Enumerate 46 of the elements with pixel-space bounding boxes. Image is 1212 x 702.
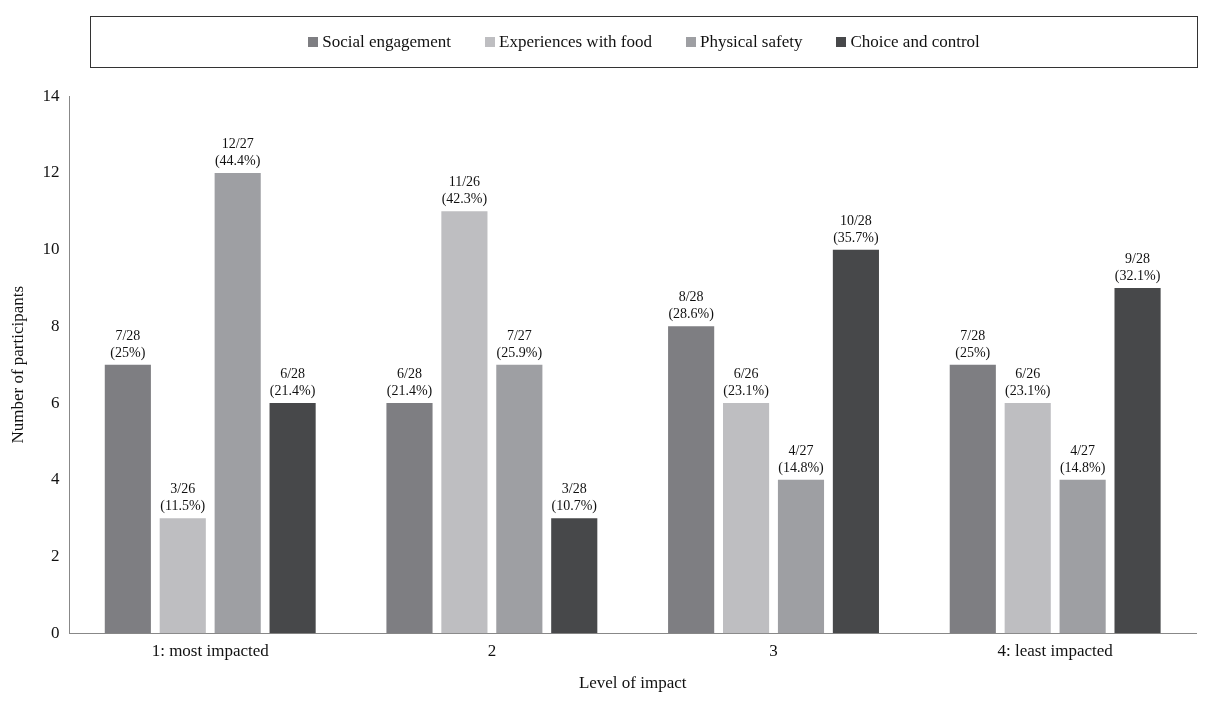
data-label: 4/27 (14.8%): [1059, 442, 1106, 476]
y-tick-label: 12: [42, 162, 60, 182]
data-label: 4/27 (14.8%): [778, 442, 825, 476]
data-label: 7/28 (25%): [110, 327, 146, 361]
x-tick-label: 1: most impacted: [151, 640, 270, 660]
data-label: 10/28 (35.7%): [833, 212, 879, 246]
y-axis-title: Number of participants: [7, 285, 27, 444]
data-label: 3/26 (11.5%): [160, 481, 206, 515]
y-tick-label: 10: [42, 239, 60, 259]
bar: [723, 403, 770, 634]
data-label: 6/26 (23.1%): [723, 366, 770, 400]
data-label: 3/28 (10.7%): [551, 481, 598, 515]
bar: [496, 364, 543, 634]
y-tick-label: 8: [50, 315, 60, 335]
data-label: 6/28 (21.4%): [386, 366, 433, 400]
x-tick-label: 2: [487, 640, 497, 660]
bar: [1004, 403, 1051, 634]
data-label: 12/27 (44.4%): [214, 135, 261, 169]
data-label: 11/26 (42.3%): [441, 174, 488, 208]
data-label: 6/26 (23.1%): [1004, 366, 1051, 400]
legend-label: Social engagement: [321, 32, 452, 52]
data-label: 8/28 (28.6%): [668, 289, 715, 323]
data-label: 6/28 (21.4%): [269, 366, 316, 400]
legend-label: Physical safety: [699, 32, 803, 52]
bar: [441, 211, 488, 634]
x-axis-title: Level of impact: [578, 673, 687, 693]
bar: [159, 518, 206, 634]
data-label: 9/28 (32.1%): [1114, 250, 1161, 284]
x-tick-label: 4: least impacted: [997, 640, 1114, 660]
y-tick-label: 6: [50, 392, 60, 412]
legend-label: Experiences with food: [498, 32, 652, 52]
y-tick-label: 14: [42, 85, 60, 105]
data-label: 7/27 (25.9%): [496, 327, 543, 361]
bar: [269, 403, 316, 634]
bar: [1114, 287, 1161, 634]
bar: [777, 479, 825, 634]
y-tick-label: 2: [50, 545, 60, 565]
bar: [214, 172, 261, 634]
x-tick-label: 3: [769, 640, 778, 660]
data-label: 7/28 (25%): [955, 327, 991, 361]
bar: [832, 249, 879, 634]
legend-label: Choice and control: [849, 32, 980, 52]
bar: [551, 518, 598, 634]
bar: [1059, 479, 1106, 634]
y-tick-label: 0: [50, 622, 60, 642]
y-tick-label: 4: [50, 469, 60, 489]
